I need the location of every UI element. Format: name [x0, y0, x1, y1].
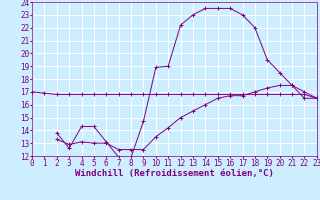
X-axis label: Windchill (Refroidissement éolien,°C): Windchill (Refroidissement éolien,°C) — [75, 169, 274, 178]
